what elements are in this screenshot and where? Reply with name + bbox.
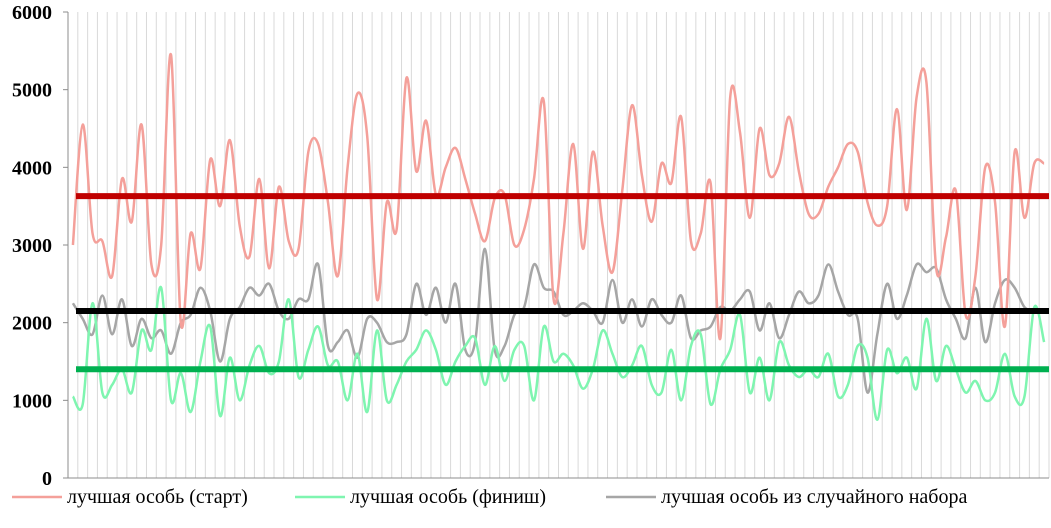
y-axis-tick-labels: 0 1000 2000 3000 4000 5000 6000 <box>12 2 68 490</box>
reference-lines <box>76 193 1049 373</box>
y-tick-label: 6000 <box>12 2 52 24</box>
legend-label: лучшая особь из случайного набора <box>661 486 967 508</box>
legend: лучшая особь (старт) лучшая особь (финиш)… <box>12 486 967 508</box>
y-tick-label: 0 <box>42 468 52 490</box>
y-tick-label: 3000 <box>12 235 52 257</box>
legend-label: лучшая особь (финиш) <box>350 486 546 508</box>
y-tick-label: 1000 <box>12 390 52 412</box>
y-tick-label: 2000 <box>12 313 52 335</box>
vertical-gridlines <box>67 12 1050 478</box>
series-line-start <box>71 53 1045 341</box>
legend-entry-random: лучшая особь из случайного набора <box>606 486 967 508</box>
legend-label: лучшая особь (старт) <box>67 486 248 508</box>
y-tick-label: 4000 <box>12 157 52 179</box>
legend-entry-finish: лучшая особь (финиш) <box>295 486 546 508</box>
legend-entry-start: лучшая особь (старт) <box>12 486 248 508</box>
y-tick-label: 5000 <box>12 80 52 102</box>
series-line-finish <box>71 286 1046 422</box>
